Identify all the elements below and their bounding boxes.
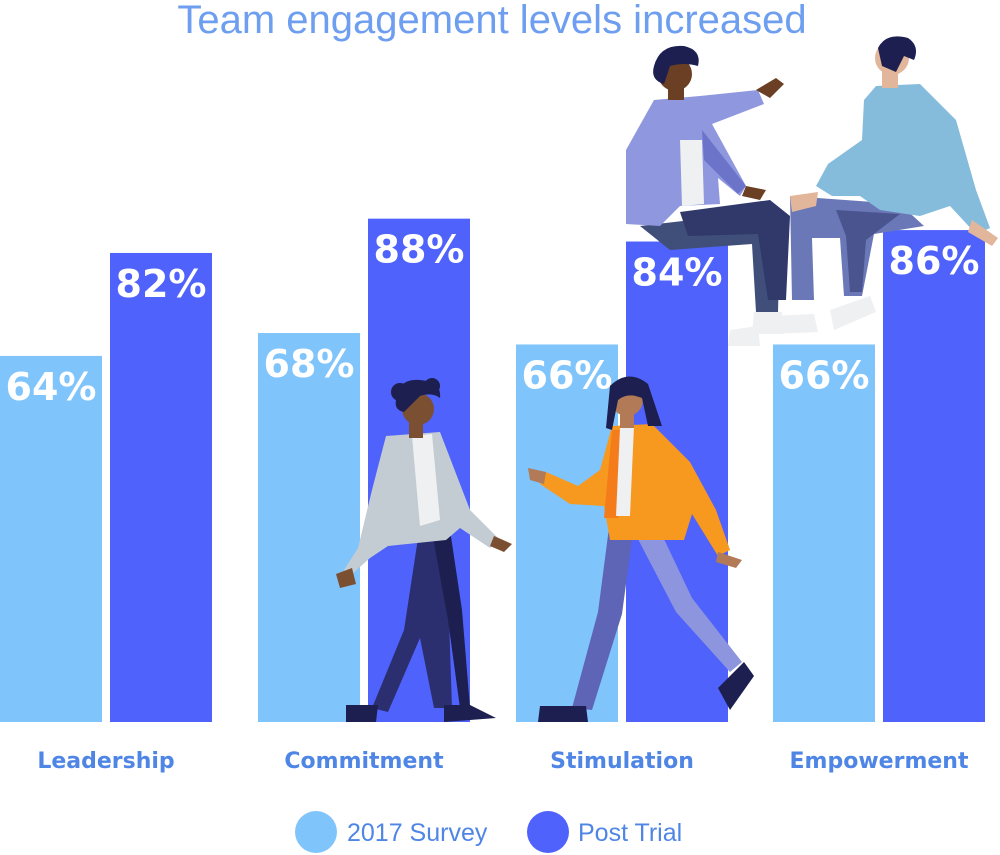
bars-layer: 64% 82% 68% 88% 66% 84% 66% 86%	[0, 218, 985, 722]
chart-title: Team engagement levels increased	[177, 0, 806, 42]
category-label-empowerment: Empowerment	[790, 749, 969, 774]
sitting-man-relaxed-figure	[770, 36, 998, 334]
category-label-stimulation: Stimulation	[550, 749, 694, 774]
bar-leadership-post-trial	[110, 252, 212, 722]
walking-man-figure	[336, 378, 512, 722]
legend-swatch-2017-survey	[295, 811, 337, 853]
value-label-commitment-2017-survey: 68%	[264, 342, 355, 386]
category-label-commitment: Commitment	[284, 749, 444, 774]
value-label-commitment-post-trial: 88%	[374, 228, 465, 272]
walking-woman-figure	[528, 376, 754, 722]
value-label-stimulation-post-trial: 84%	[632, 251, 723, 295]
legend-label-2017-survey: 2017 Survey	[347, 819, 488, 847]
bar-leadership-2017-survey	[0, 355, 102, 722]
people-illustrations	[336, 36, 998, 722]
value-label-empowerment-2017-survey: 66%	[779, 353, 870, 397]
sitting-man-pointing-figure	[626, 45, 790, 346]
value-label-stimulation-2017-survey: 66%	[522, 353, 613, 397]
value-label-empowerment-post-trial: 86%	[889, 239, 980, 283]
category-labels: Leadership Commitment Stimulation Empowerme…	[37, 749, 969, 774]
value-label-leadership-post-trial: 82%	[116, 262, 207, 306]
value-label-leadership-2017-survey: 64%	[6, 365, 97, 409]
category-label-leadership: Leadership	[37, 749, 174, 774]
bar-empowerment-post-trial	[883, 230, 985, 722]
bar-empowerment-2017-survey	[773, 344, 875, 722]
legend: 2017 Survey Post Trial	[295, 811, 682, 853]
legend-swatch-post-trial	[527, 811, 569, 853]
legend-label-post-trial: Post Trial	[578, 819, 682, 847]
bar-commitment-2017-survey	[258, 333, 360, 722]
